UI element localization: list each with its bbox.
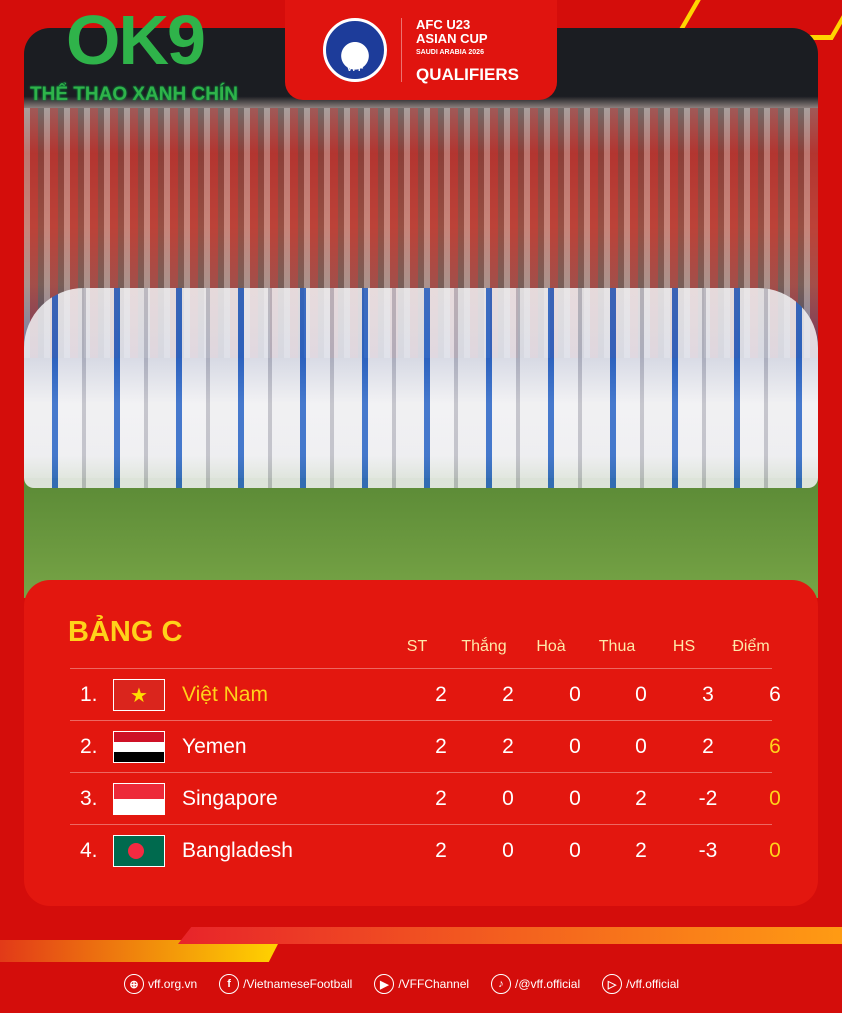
cell-d: 0 <box>569 683 581 706</box>
footer-link[interactable]: ▶/VFFChannel <box>374 974 469 994</box>
cell-l: 2 <box>635 839 647 862</box>
yemen-flag <box>113 731 165 763</box>
cell-d: 0 <box>569 839 581 862</box>
table-row: 1. ★ Việt Nam 2 2 0 0 3 6 <box>70 668 781 720</box>
cell-st: 2 <box>435 787 447 810</box>
table-row: 4. Bangladesh 2 0 0 2 -3 0 <box>70 824 781 876</box>
watermark-logo: OK9 <box>66 1 206 79</box>
rank: 1. <box>80 683 98 706</box>
rank: 3. <box>80 787 98 810</box>
team-name: Việt Nam <box>182 683 268 706</box>
cell-w: 2 <box>502 683 514 706</box>
cell-hs: 2 <box>702 735 714 758</box>
cell-l: 0 <box>635 683 647 706</box>
col-st: ST <box>406 638 428 655</box>
footer-link[interactable]: f/VietnameseFootball <box>219 974 352 994</box>
cell-w: 0 <box>502 839 514 862</box>
singapore-flag <box>113 783 165 815</box>
col-points: Điểm <box>732 638 770 655</box>
footer-link[interactable]: ♪/@vff.official <box>491 974 580 994</box>
cell-pts: 0 <box>769 839 781 862</box>
rank: 2. <box>80 735 98 758</box>
watermark-tagline: THỂ THAO XANH CHÍN <box>30 84 238 105</box>
tiktok-icon: ♪ <box>491 974 512 994</box>
cell-w: 0 <box>502 787 514 810</box>
cell-pts: 0 <box>769 787 781 810</box>
team-photo <box>24 28 818 598</box>
youtube-icon: ▶ <box>374 974 395 994</box>
bangladesh-flag <box>113 835 165 867</box>
cell-st: 2 <box>435 683 447 706</box>
cell-hs: -3 <box>698 839 718 862</box>
footer-link[interactable]: ▷/vff.official <box>602 974 679 994</box>
col-gd: HS <box>672 638 696 655</box>
cell-pts: 6 <box>769 735 781 758</box>
table-row: 2. Yemen 2 2 0 0 2 6 <box>70 720 781 772</box>
team-name: Singapore <box>182 787 278 810</box>
footer-link[interactable]: ⊕ vff.org.vn <box>124 974 197 994</box>
team-name: Yemen <box>182 735 247 758</box>
group-title: BẢNG C <box>68 616 183 648</box>
standings-card: BẢNG C ST Thắng Hoà Thua HS Điểm 1. ★ Vi… <box>24 580 818 906</box>
cell-hs: 3 <box>702 683 714 706</box>
rank: 4. <box>80 839 98 862</box>
play-icon: ▷ <box>602 974 623 994</box>
table-row: 3. Singapore 2 0 0 2 -2 0 <box>70 772 781 824</box>
col-draws: Hoà <box>536 638 566 655</box>
col-losses: Thua <box>598 638 636 655</box>
afc-logo: AFC U23 ASIAN CUP SAUDI ARABIA 2026 QUAL… <box>416 17 519 84</box>
cell-l: 0 <box>635 735 647 758</box>
cell-st: 2 <box>435 839 447 862</box>
facebook-icon: f <box>219 974 240 994</box>
cell-w: 2 <box>502 735 514 758</box>
cell-hs: -2 <box>698 787 718 810</box>
vff-logo: VFF <box>323 18 388 82</box>
cell-l: 2 <box>635 787 647 810</box>
vietnam-flag: ★ <box>113 679 165 711</box>
decor-stripe <box>0 940 280 962</box>
header-badge: VFF AFC U23 ASIAN CUP SAUDI ARABIA 2026 … <box>285 0 557 100</box>
decor-stripe <box>178 927 842 944</box>
cell-d: 0 <box>569 787 581 810</box>
team-name: Bangladesh <box>182 839 293 862</box>
cell-pts: 6 <box>769 683 781 706</box>
col-wins: Thắng <box>461 638 507 655</box>
globe-icon: ⊕ <box>124 974 144 994</box>
cell-st: 2 <box>435 735 447 758</box>
cell-d: 0 <box>569 735 581 758</box>
footer-social: ⊕ vff.org.vn f/VietnameseFootball ▶/VFFCh… <box>124 974 679 994</box>
